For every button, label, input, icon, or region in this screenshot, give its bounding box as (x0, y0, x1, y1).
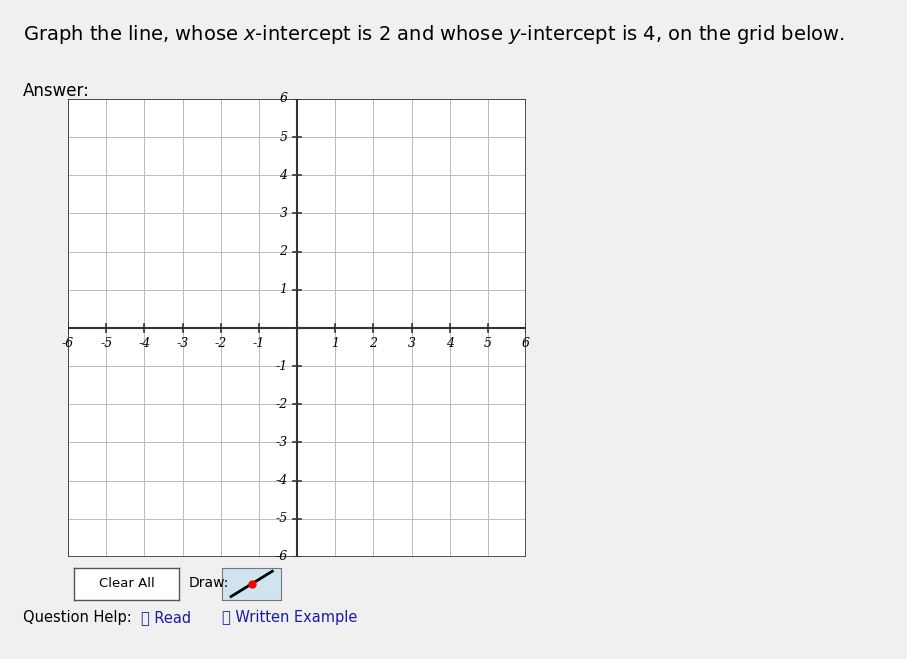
Text: -2: -2 (215, 337, 227, 351)
Text: -1: -1 (253, 337, 265, 351)
Text: 1: 1 (279, 283, 288, 296)
Text: 5: 5 (279, 130, 288, 144)
Text: -6: -6 (275, 550, 288, 563)
Text: 1: 1 (331, 337, 339, 351)
Text: -6: -6 (62, 337, 74, 351)
Text: -4: -4 (275, 474, 288, 487)
Text: 🗎 Read: 🗎 Read (141, 610, 190, 625)
Text: Graph the line, whose $\it{x}$-intercept is 2 and whose $\it{y}$-intercept is 4,: Graph the line, whose $\it{x}$-intercept… (23, 23, 844, 46)
Text: 2: 2 (369, 337, 377, 351)
Text: 5: 5 (484, 337, 492, 351)
Text: -3: -3 (275, 436, 288, 449)
Text: 3: 3 (279, 207, 288, 220)
Text: 3: 3 (407, 337, 415, 351)
Text: 2: 2 (279, 245, 288, 258)
Text: 4: 4 (279, 169, 288, 182)
Text: -2: -2 (275, 397, 288, 411)
Text: 4: 4 (445, 337, 454, 351)
Text: -3: -3 (176, 337, 189, 351)
Text: -5: -5 (100, 337, 112, 351)
Text: -5: -5 (275, 512, 288, 525)
Text: Question Help:: Question Help: (23, 610, 132, 625)
Text: Answer:: Answer: (23, 82, 90, 100)
Text: 🗎 Written Example: 🗎 Written Example (222, 610, 357, 625)
Text: -1: -1 (275, 360, 288, 372)
Text: 6: 6 (522, 337, 530, 351)
Text: Draw:: Draw: (189, 575, 229, 590)
Text: Clear All: Clear All (99, 577, 154, 590)
Text: -4: -4 (138, 337, 151, 351)
Text: 6: 6 (279, 92, 288, 105)
